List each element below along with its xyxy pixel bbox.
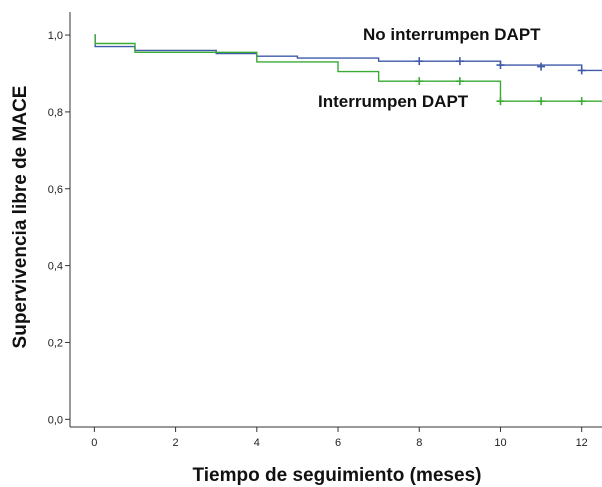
x-tick-label: 10	[494, 437, 506, 449]
y-tick-label: 0,2	[48, 337, 63, 349]
censor-mark	[496, 61, 505, 70]
y-tick-label: 0,0	[48, 414, 63, 426]
survival-curve	[94, 34, 602, 72]
censor-mark	[455, 77, 464, 86]
censor-mark	[415, 77, 424, 86]
series-1	[94, 34, 602, 106]
x-tick-label: 2	[173, 437, 179, 449]
censor-mark	[577, 97, 586, 106]
x-tick-label: 6	[335, 437, 341, 449]
plot-area: 0,0 0,2 0,4 0,6 0,8 1,0 0 2 4 6 8 10 12	[48, 12, 602, 449]
series-0	[94, 34, 602, 75]
series-label-no-interrumpen: No interrumpen DAPT	[363, 25, 541, 44]
y-axis-title: Supervivencia libre de MACE	[10, 86, 31, 349]
series-layer	[94, 34, 602, 106]
x-tick-label: 8	[416, 437, 422, 449]
y-tick-label: 1,0	[48, 30, 63, 42]
censor-mark	[537, 62, 546, 71]
x-axis-ticks: 0 2 4 6 8 10 12	[91, 427, 588, 449]
censor-mark	[455, 57, 464, 66]
censor-mark	[577, 66, 586, 75]
x-tick-label: 0	[91, 437, 97, 449]
y-tick-label: 0,8	[48, 107, 63, 119]
y-tick-label: 0,6	[48, 184, 63, 196]
series-label-interrumpen: Interrumpen DAPT	[318, 92, 469, 111]
survival-curve	[94, 34, 602, 102]
x-tick-label: 4	[254, 437, 260, 449]
censor-mark	[537, 97, 546, 106]
censor-mark	[415, 57, 424, 66]
y-tick-label: 0,4	[48, 261, 63, 273]
x-tick-label: 12	[576, 437, 588, 449]
x-axis-title: Tiempo de seguimiento (meses)	[193, 465, 482, 486]
censor-mark	[496, 97, 505, 106]
y-axis-ticks: 0,0 0,2 0,4 0,6 0,8 1,0	[48, 30, 70, 426]
